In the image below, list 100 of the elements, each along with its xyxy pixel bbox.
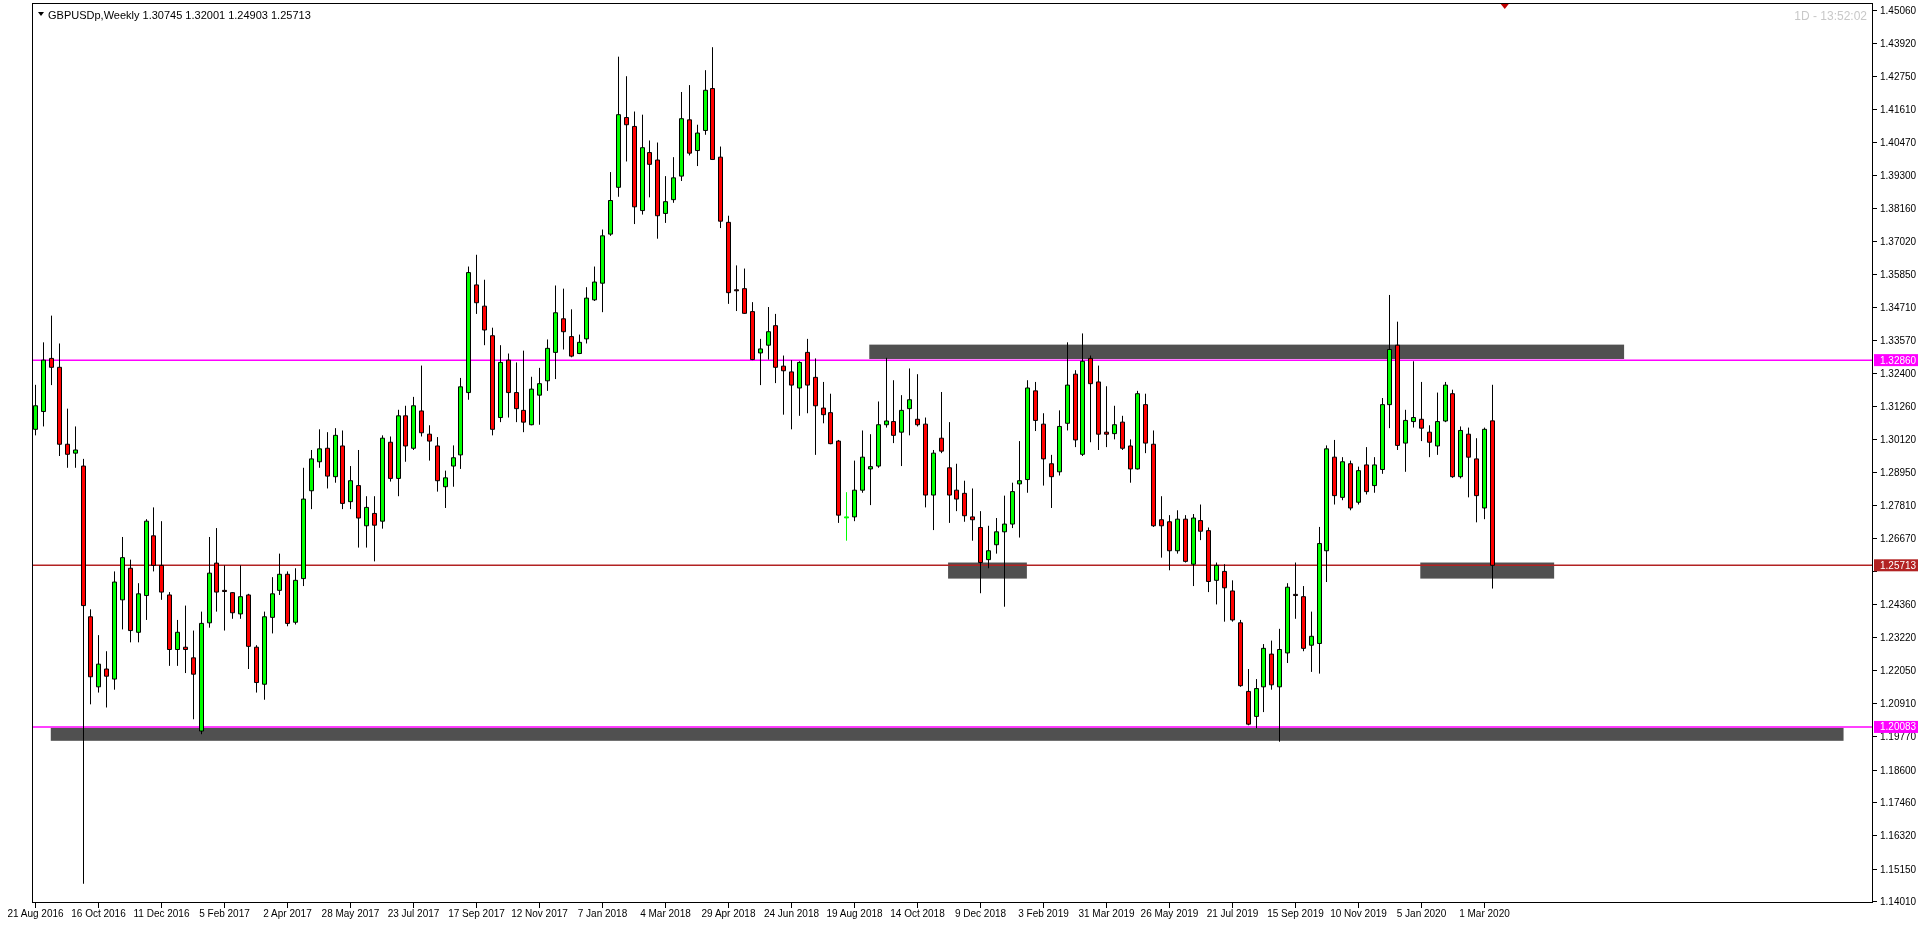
candlestick: [1143, 393, 1148, 454]
y-tick-label: 1.34710: [1880, 302, 1917, 313]
candlestick: [65, 408, 70, 469]
candlestick: [718, 146, 723, 229]
candlestick: [1443, 381, 1448, 423]
candlestick: [309, 449, 314, 510]
y-tick-label: 1.15150: [1880, 864, 1917, 875]
candlestick: [175, 619, 180, 667]
y-tick-label: 1.14010: [1880, 896, 1917, 907]
x-tick-label: 9 Dec 2018: [954, 908, 1007, 919]
candlestick: [1010, 482, 1015, 529]
x-tick-label: 21 Aug 2016: [7, 908, 65, 919]
candlestick: [1206, 527, 1211, 593]
candlestick: [270, 576, 275, 634]
candlestick: [577, 334, 582, 355]
candlestick: [1175, 509, 1180, 555]
candlestick: [632, 111, 637, 225]
candlestick: [348, 465, 353, 510]
candlestick: [1403, 409, 1408, 473]
candlestick: [1301, 585, 1306, 652]
candlestick: [120, 536, 125, 630]
candlestick: [655, 142, 660, 240]
y-tick-label: 1.32400: [1880, 368, 1917, 379]
candlestick: [726, 215, 731, 305]
y-tick-label: 1.16320: [1880, 830, 1917, 841]
candlestick: [1364, 446, 1369, 495]
candlestick: [159, 520, 164, 601]
candlestick: [285, 570, 290, 627]
candlestick: [923, 417, 928, 508]
candlestick: [482, 279, 487, 346]
y-tick-label: 1.19770: [1880, 731, 1917, 742]
x-tick-label: 7 Jan 2018: [577, 908, 628, 919]
candlestick: [1293, 562, 1298, 620]
y-tick-label: 1.31260: [1880, 401, 1917, 412]
y-tick-label: 1.38160: [1880, 203, 1917, 214]
ref-line-label: 1.25713: [1880, 559, 1917, 571]
candlestick: [647, 140, 652, 198]
candlestick: [49, 315, 54, 386]
candlestick: [970, 487, 975, 542]
candlestick: [844, 491, 849, 542]
candlestick: [388, 435, 393, 483]
y-tick-label: 1.26670: [1880, 533, 1917, 544]
candlestick: [1104, 385, 1109, 448]
candlestick: [451, 444, 456, 488]
y-tick-label: 1.37020: [1880, 236, 1917, 247]
y-tick-label: 1.39300: [1880, 170, 1917, 181]
candlestick: [514, 361, 519, 423]
x-tick-label: 19 Aug 2018: [826, 908, 884, 919]
ref-line-label: 1.32860: [1880, 354, 1917, 366]
candlestick: [891, 379, 896, 444]
candlestick: [695, 124, 700, 167]
y-tick-label: 1.35850: [1880, 269, 1917, 280]
candlestick: [1033, 381, 1038, 432]
candlestick: [1025, 379, 1030, 494]
candlestick: [246, 593, 251, 670]
candlestick: [521, 350, 526, 433]
candlestick: [600, 229, 605, 313]
candlestick: [144, 518, 149, 621]
candlestick: [207, 536, 212, 629]
candlestick: [1159, 495, 1164, 559]
candlestick: [884, 357, 889, 429]
candlestick: [427, 424, 432, 462]
x-tick-label: 17 Sep 2017: [448, 908, 506, 919]
candlestick: [356, 449, 361, 549]
candlestick: [1427, 424, 1432, 458]
candlestick: [293, 567, 298, 626]
candlestick: [230, 591, 235, 620]
candlestick: [1458, 425, 1463, 479]
candlestick: [214, 527, 219, 613]
candlestick: [57, 342, 62, 457]
candlestick: [561, 288, 566, 351]
candlestick: [1435, 392, 1440, 456]
x-tick-label: 12 Nov 2017: [511, 908, 569, 919]
candlestick: [1261, 643, 1266, 713]
candlestick: [1482, 427, 1487, 520]
y-tick-label: 1.30120: [1880, 434, 1917, 445]
y-tick-label: 1.41610: [1880, 104, 1917, 115]
candlestick: [836, 439, 841, 524]
candlestick: [1387, 294, 1392, 429]
candlestick: [340, 429, 345, 510]
candlestick: [1120, 415, 1125, 451]
candlestick: [136, 582, 141, 643]
candlestick: [828, 393, 833, 445]
candlestick: [1474, 437, 1479, 523]
candlestick: [411, 396, 416, 451]
candlestick: [1466, 427, 1471, 498]
candlestick: [81, 458, 86, 885]
candlestick: [703, 69, 708, 136]
candlestick: [317, 428, 322, 469]
candlestick: [506, 353, 511, 419]
y-tick-label: 1.43920: [1880, 38, 1917, 49]
candlestick: [1057, 409, 1062, 477]
candlestick: [238, 564, 243, 620]
candlestick: [419, 365, 424, 437]
candlestick: [1419, 381, 1424, 442]
candlestick: [1096, 365, 1101, 451]
candlestick: [797, 360, 802, 417]
candlestick: [1395, 321, 1400, 451]
candlestick: [1348, 460, 1353, 511]
candlestick: [490, 327, 495, 436]
